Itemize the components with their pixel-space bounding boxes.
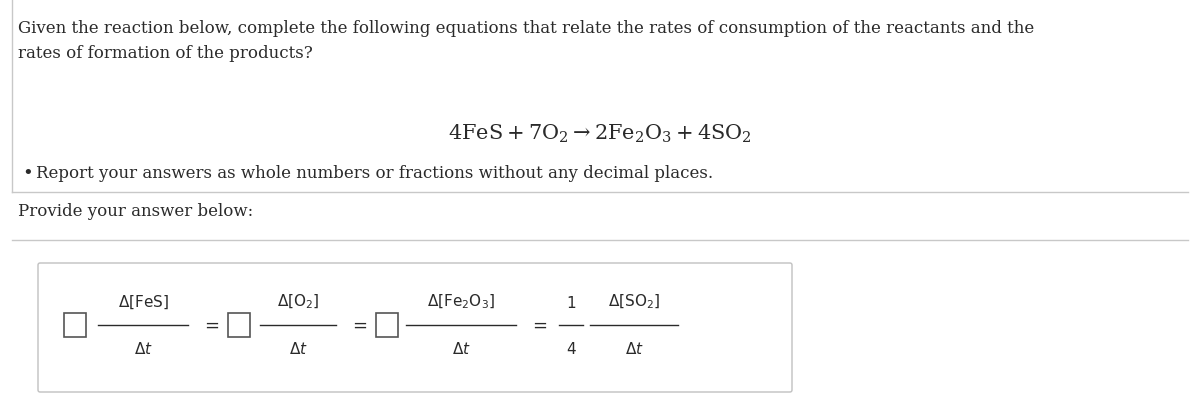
Text: $=$: $=$: [529, 316, 547, 334]
Text: $\mathregular{4FeS + 7O_2 \rightarrow 2Fe_2O_3 + 4SO_2}$: $\mathregular{4FeS + 7O_2 \rightarrow 2F…: [448, 123, 752, 145]
Text: Report your answers as whole numbers or fractions without any decimal places.: Report your answers as whole numbers or …: [36, 165, 713, 182]
Text: $\Delta t$: $\Delta t$: [133, 341, 152, 357]
Text: $1$: $1$: [566, 295, 576, 311]
Text: Given the reaction below, complete the following equations that relate the rates: Given the reaction below, complete the f…: [18, 20, 1034, 37]
Bar: [376, 313, 398, 337]
Text: Provide your answer below:: Provide your answer below:: [18, 203, 253, 220]
Text: $\Delta[\mathrm{FeS}]$: $\Delta[\mathrm{FeS}]$: [118, 294, 168, 311]
Text: $=$: $=$: [200, 316, 220, 334]
Text: $\Delta t$: $\Delta t$: [624, 341, 643, 357]
Text: $\Delta[\mathrm{Fe_2O_3}]$: $\Delta[\mathrm{Fe_2O_3}]$: [427, 292, 496, 311]
Bar: [64, 313, 86, 337]
FancyBboxPatch shape: [38, 263, 792, 392]
Text: •: •: [22, 165, 32, 183]
Text: $=$: $=$: [349, 316, 367, 334]
Text: $\Delta t$: $\Delta t$: [288, 341, 307, 357]
Text: rates of formation of the products?: rates of formation of the products?: [18, 45, 313, 62]
Text: $\Delta[\mathrm{SO_2}]$: $\Delta[\mathrm{SO_2}]$: [608, 292, 660, 311]
Text: $\Delta[\mathrm{O_2}]$: $\Delta[\mathrm{O_2}]$: [277, 292, 319, 311]
Text: $4$: $4$: [565, 341, 576, 357]
Bar: [228, 313, 250, 337]
Text: $\Delta t$: $\Delta t$: [451, 341, 470, 357]
